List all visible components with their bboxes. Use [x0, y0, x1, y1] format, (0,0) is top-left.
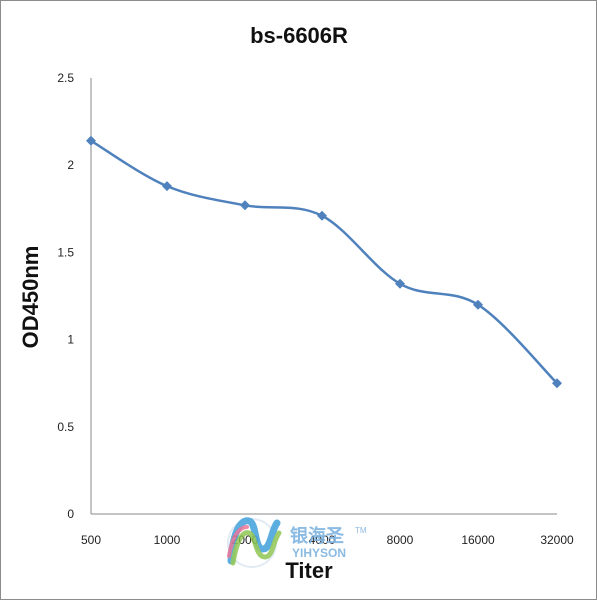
y-tick-label: 0.5: [57, 420, 74, 434]
data-point: [240, 200, 250, 211]
y-tick-label: 1: [67, 333, 74, 347]
y-tick-label: 1.5: [57, 245, 74, 259]
series-markers: [86, 135, 562, 389]
x-tick-label: 1000: [154, 533, 181, 547]
data-point: [473, 299, 483, 310]
watermark-logo: 银海圣 TM YIHYSON: [227, 517, 367, 568]
data-point: [552, 378, 562, 389]
x-tick-label: 4000: [309, 533, 336, 547]
x-axis-title: Titer: [285, 558, 333, 583]
logo-swirl-icon: [227, 517, 282, 568]
y-tick-label: 2.5: [57, 71, 74, 85]
watermark-tm: TM: [355, 526, 367, 535]
series-line: [90, 139, 558, 385]
x-tick-label: 8000: [387, 533, 414, 547]
x-tick-label: 500: [81, 533, 101, 547]
x-tick-label: 16000: [461, 533, 495, 547]
axes: [90, 78, 557, 515]
x-ticks: 500 1000 2000 4000 8000 16000 32000: [81, 533, 574, 547]
y-tick-label: 0: [67, 507, 74, 521]
y-tick-label: 2: [67, 158, 74, 172]
watermark-name-cn: 银海圣: [290, 525, 345, 546]
data-point: [317, 210, 327, 221]
data-point: [162, 181, 172, 192]
y-axis-title: OD450nm: [18, 246, 43, 349]
y-ticks: 0 0.5 1 1.5 2 2.5: [57, 71, 74, 521]
data-point: [395, 278, 405, 289]
x-tick-label: 32000: [540, 533, 574, 547]
data-point: [86, 135, 96, 146]
watermark-name-en: YIHYSON: [292, 546, 346, 560]
chart-title: bs-6606R: [250, 23, 348, 48]
